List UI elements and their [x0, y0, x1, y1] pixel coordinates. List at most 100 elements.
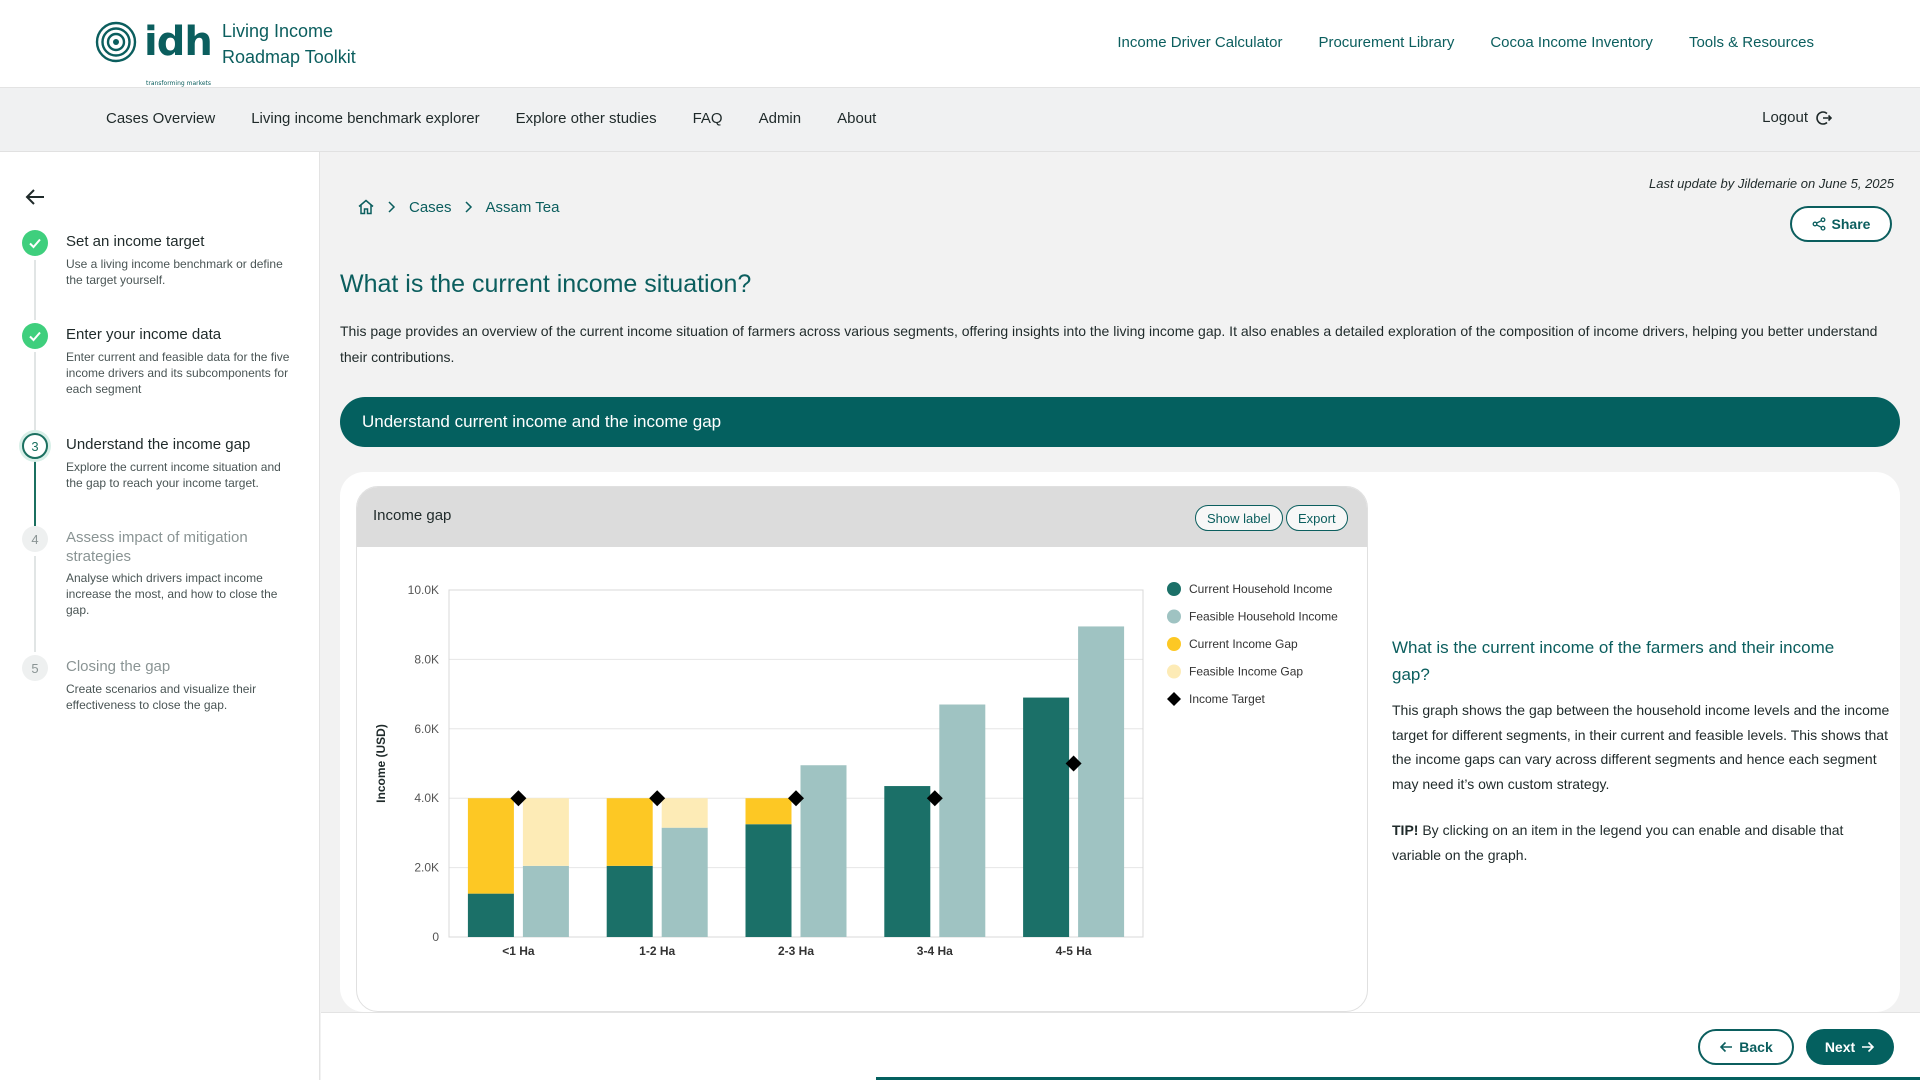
legend-marker — [1167, 692, 1181, 706]
share-label: Share — [1831, 216, 1871, 232]
bar-feasible-income-gap — [522, 798, 569, 866]
step-desc: Enter current and feasible data for the … — [66, 350, 290, 396]
legend-marker — [1167, 582, 1181, 596]
logout-button[interactable]: Logout — [1762, 109, 1832, 126]
y-tick-label: 10.0K — [408, 583, 439, 597]
check-icon — [22, 323, 48, 349]
top-nav: Income Driver Calculator Procurement Lib… — [1117, 34, 1814, 51]
step-connector — [34, 556, 36, 652]
show-label-text: Show label — [1207, 510, 1271, 526]
next-button[interactable]: Next — [1806, 1029, 1894, 1065]
nav-about[interactable]: About — [837, 110, 877, 127]
footer-actions: Back Next — [321, 1012, 1920, 1080]
arrow-right-icon — [1862, 1041, 1875, 1053]
page-title: What is the current income situation? — [340, 270, 752, 298]
y-axis-label: Income (USD) — [374, 724, 388, 803]
bar-feasible-household-income — [661, 827, 708, 937]
step-desc: Analyse which drivers impact income incr… — [66, 571, 278, 617]
home-icon[interactable] — [357, 198, 375, 216]
breadcrumb-cases[interactable]: Cases — [409, 198, 452, 216]
legend-label: Feasible Income Gap — [1189, 665, 1303, 679]
top-link-tools-resources[interactable]: Tools & Resources — [1688, 34, 1814, 51]
nav-cases-overview[interactable]: Cases Overview — [106, 110, 216, 127]
share-button[interactable]: Share — [1790, 206, 1892, 242]
income-target-marker — [926, 790, 943, 807]
chevron-right-icon — [388, 201, 396, 213]
income-target-marker — [1065, 755, 1082, 772]
chart-card-title: Income gap — [373, 507, 452, 524]
bar-feasible-income-gap — [661, 798, 708, 828]
check-icon — [22, 230, 48, 256]
top-link-procurement-library[interactable]: Procurement Library — [1318, 34, 1455, 51]
logo-wordmark: idh transforming markets — [144, 19, 213, 87]
show-label-button[interactable]: Show label — [1195, 505, 1283, 531]
chevron-right-icon — [465, 201, 472, 213]
nav-explore-other-studies[interactable]: Explore other studies — [515, 110, 657, 127]
bar-current-income-gap — [606, 798, 653, 866]
back-label: Back — [1739, 1039, 1773, 1055]
step-number: 5 — [22, 655, 48, 681]
bar-current-household-income — [884, 786, 931, 937]
bar-feasible-household-income — [939, 704, 986, 937]
step-connector — [34, 352, 36, 438]
nav-admin[interactable]: Admin — [758, 110, 802, 127]
export-text: Export — [1298, 510, 1336, 526]
step-desc: Explore the current income situation and… — [66, 460, 281, 490]
y-tick-label: 0 — [432, 930, 439, 944]
income-gap-section: Income gap Show label Export 0 2.0K 4.0K 6.… — [340, 472, 1900, 1012]
next-label: Next — [1824, 1039, 1856, 1055]
plot-border — [448, 589, 1144, 938]
logo-text: idh — [144, 19, 213, 65]
bar-feasible-household-income — [800, 765, 847, 937]
tip-text: TIP! By clicking on an item in the legen… — [1392, 818, 1892, 867]
step-connector-active — [34, 442, 36, 526]
step-title: Understand the income gap — [66, 436, 251, 453]
bar-current-household-income — [1023, 697, 1070, 937]
step-title: Enter your income data — [66, 326, 222, 343]
arrow-left-icon — [1720, 1041, 1733, 1053]
y-tick-label: 6.0K — [414, 722, 439, 736]
y-tick-label: 4.0K — [414, 791, 439, 805]
y-tick-label: 2.0K — [414, 861, 439, 875]
x-tick-label: 1-2 Ha — [639, 944, 675, 958]
step-connector — [34, 260, 36, 320]
step-desc: Create scenarios and visualize their eff… — [66, 682, 257, 712]
top-link-cocoa-income-inventory[interactable]: Cocoa Income Inventory — [1490, 34, 1653, 51]
toolkit-title: Living Income Roadmap Toolkit — [222, 21, 356, 67]
secondary-nav: Cases Overview Living income benchmark e… — [0, 88, 1920, 152]
share-icon — [1812, 217, 1825, 231]
legend-label: Income Target — [1189, 692, 1265, 706]
y-tick-label: 8.0K — [414, 652, 439, 666]
tip-label: TIP! — [1392, 822, 1419, 838]
back-button[interactable]: Back — [1698, 1029, 1794, 1065]
bar-current-household-income — [606, 865, 653, 937]
step-desc: Use a living income benchmark or define … — [66, 257, 283, 287]
bar-current-income-gap — [467, 798, 514, 894]
page-description: This page provides an overview of the cu… — [340, 323, 1878, 365]
bar-feasible-household-income — [522, 865, 569, 937]
income-target-marker — [788, 790, 804, 807]
explanation-title: What is the current income of the farmer… — [1392, 638, 1835, 684]
step-title: Closing the gap — [66, 658, 171, 675]
top-header: idh transforming markets Living Income R… — [0, 0, 1920, 88]
chart-card-header: Income gap Show label Export — [357, 487, 1367, 547]
steps-sidebar: Set an income target Use a living income… — [0, 152, 320, 1080]
top-link-income-driver-calculator[interactable]: Income Driver Calculator — [1117, 34, 1283, 51]
income-target-marker — [510, 790, 527, 807]
section-header[interactable]: Understand current income and the income… — [340, 397, 1900, 447]
breadcrumb-current-case[interactable]: Assam Tea — [485, 198, 560, 216]
bar-current-income-gap — [745, 798, 792, 825]
idh-logo[interactable]: idh transforming markets — [94, 19, 213, 87]
progress-line — [876, 1077, 1920, 1080]
export-button[interactable]: Export — [1286, 505, 1348, 531]
nav-faq[interactable]: FAQ — [692, 110, 723, 127]
nav-benchmark-explorer[interactable]: Living income benchmark explorer — [251, 110, 480, 127]
back-arrow-icon[interactable] — [24, 186, 46, 208]
x-tick-label: <1 Ha — [502, 944, 535, 958]
legend-marker — [1167, 637, 1181, 651]
logout-label: Logout — [1762, 109, 1808, 126]
logout-icon — [1816, 110, 1832, 125]
step-number: 3 — [22, 433, 48, 459]
x-tick-label: 2-3 Ha — [778, 944, 814, 958]
main-content: Last update by Jildemarie on June 5, 202… — [321, 152, 1920, 1012]
